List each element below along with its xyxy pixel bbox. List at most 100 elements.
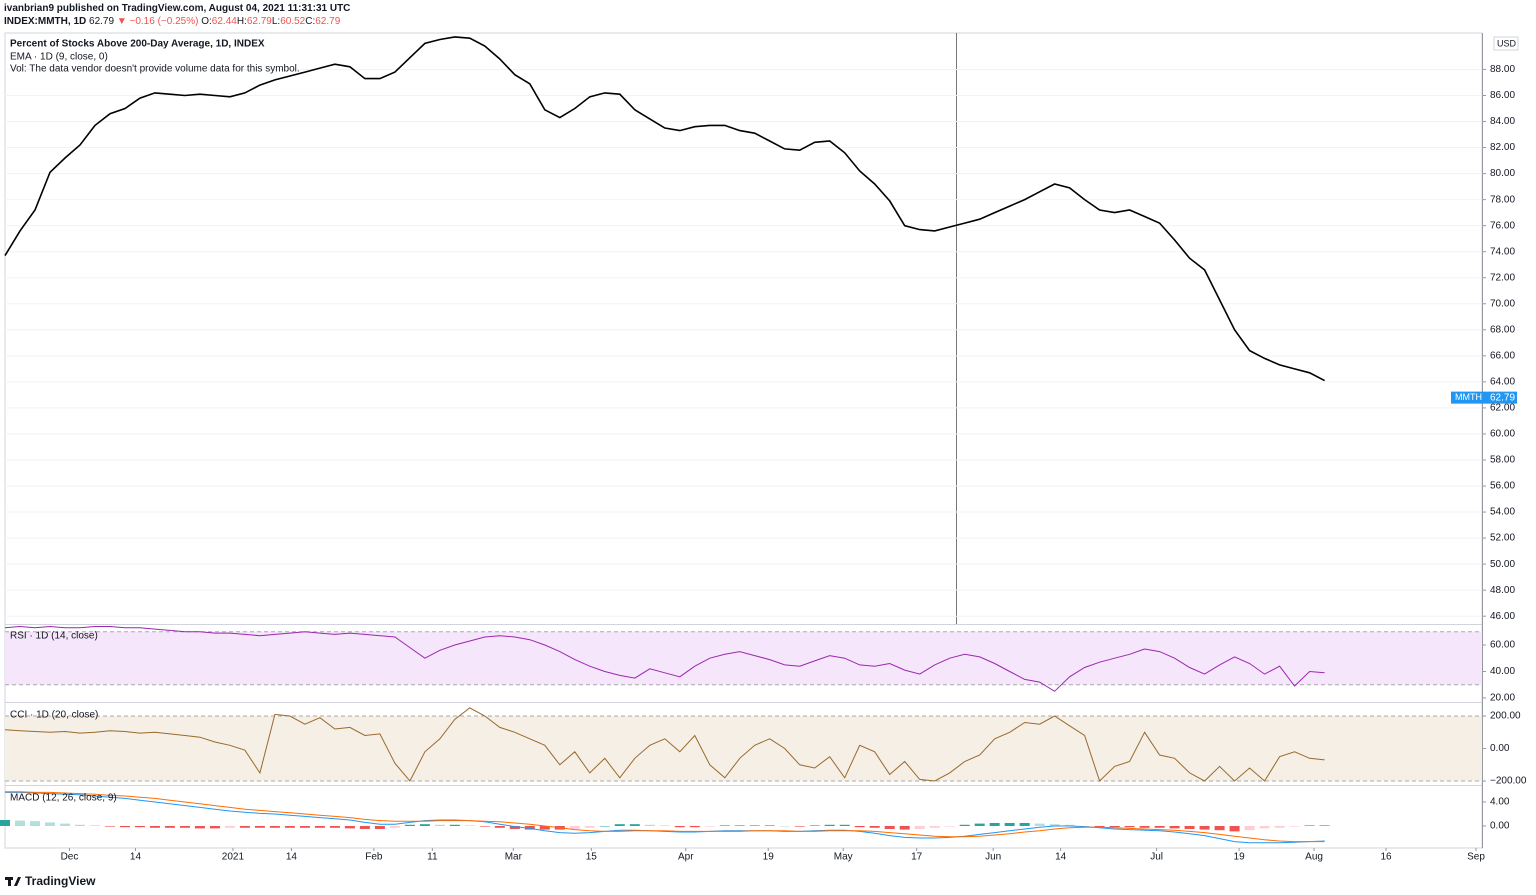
- x-tick-label: May: [834, 852, 853, 863]
- y-tick-label: 0.00: [1490, 821, 1510, 832]
- histogram-bar: [674, 825, 685, 828]
- histogram-bar: [1169, 825, 1180, 829]
- band: [5, 631, 1482, 685]
- histogram-bar: [539, 825, 550, 830]
- histogram-bar: [149, 825, 160, 828]
- y-tick-label: 66.00: [1490, 350, 1515, 361]
- histogram-bar: [1034, 823, 1045, 826]
- logo: [5, 877, 21, 886]
- histogram-bar: [764, 825, 775, 826]
- histogram-bar: [614, 824, 625, 826]
- histogram-bar: [1289, 825, 1300, 827]
- histogram-bar: [989, 822, 1000, 826]
- histogram-bar: [464, 825, 475, 826]
- histogram-bar: [179, 825, 190, 828]
- publish-line: ivanbrian9 published on TradingView.com,…: [4, 2, 350, 15]
- y-tick-label: 88.00: [1490, 64, 1515, 75]
- histogram-bar: [929, 825, 940, 828]
- histogram-bar: [1139, 825, 1150, 828]
- ohlc-value: 62.79: [315, 16, 341, 27]
- x-tick-label: 14: [286, 852, 298, 863]
- y-tick-label: 68.00: [1490, 324, 1515, 335]
- histogram-bar: [809, 825, 820, 826]
- histogram-bar: [719, 825, 730, 826]
- y-tick-label: 76.00: [1490, 220, 1515, 231]
- histogram-bar: [854, 825, 865, 828]
- y-tick-label: 82.00: [1490, 142, 1515, 153]
- histogram-bar: [734, 825, 745, 826]
- published: ivanbrian9 published on TradingView.com,…: [4, 3, 351, 14]
- x-tick-label: 17: [911, 852, 923, 863]
- x-tick-label: 15: [586, 852, 598, 863]
- histogram-bar: [419, 824, 430, 826]
- x-tick-label: Apr: [678, 852, 694, 863]
- y-tick-label: 40.00: [1490, 666, 1515, 677]
- histogram-bar: [839, 824, 850, 826]
- histogram-bar: [644, 824, 655, 826]
- histogram-bar: [509, 825, 520, 829]
- histogram-bar: [1004, 822, 1015, 826]
- pane-title: CCI · 1D (20, close): [10, 710, 98, 721]
- histogram-bar: [374, 825, 385, 829]
- y-tick-label: 86.00: [1490, 90, 1515, 101]
- histogram-bar: [1019, 822, 1030, 826]
- histogram-bar: [239, 825, 250, 828]
- x-tick-label: 14: [1055, 852, 1067, 863]
- ohlc-value: 60.52: [280, 16, 306, 27]
- histogram-bar: [29, 821, 40, 826]
- x-tick-label: Dec: [61, 852, 79, 863]
- histogram-bar: [44, 822, 55, 826]
- histogram-bar: [1244, 825, 1255, 831]
- histogram-bar: [1319, 825, 1330, 826]
- histogram-bar: [1124, 825, 1135, 828]
- histogram-bar: [494, 825, 505, 828]
- x-tick-label: Mar: [505, 852, 523, 863]
- histogram-bar: [1064, 824, 1075, 826]
- pane-title: Percent of Stocks Above 200-Day Average,…: [10, 39, 265, 50]
- x-tick-label: 11: [427, 852, 438, 863]
- histogram-bar: [584, 825, 595, 828]
- histogram-bar: [389, 825, 400, 828]
- histogram-bar: [0, 819, 10, 826]
- change: ▼ −0.16 (−0.25%): [116, 16, 199, 27]
- histogram-bar: [779, 825, 790, 827]
- histogram-bar: [569, 825, 580, 829]
- histogram-bar: [1199, 825, 1210, 830]
- ohlc-label: O:: [201, 16, 212, 27]
- last-value: 62.79: [1490, 392, 1515, 403]
- histogram-bar: [119, 825, 130, 828]
- y-tick-label: 200.00: [1490, 711, 1521, 722]
- histogram-bar: [959, 824, 970, 826]
- x-tick-label: Jun: [985, 852, 1001, 863]
- x-tick-label: 19: [763, 852, 775, 863]
- histogram-bar: [329, 825, 340, 828]
- histogram-bar: [209, 825, 220, 829]
- y-tick-label: 20.00: [1490, 693, 1515, 704]
- currency: USD: [1497, 38, 1517, 48]
- ohlc: O:62.44H:62.79L:60.52C:62.79: [201, 16, 340, 27]
- currency-box: [1493, 36, 1519, 51]
- y-tick-label: −200.00: [1490, 776, 1527, 787]
- x-tick-label: 14: [130, 852, 142, 863]
- y-tick-label: 64.00: [1490, 377, 1515, 388]
- histogram-bar: [704, 825, 715, 827]
- histogram-bar: [479, 825, 490, 827]
- y-tick-label: 50.00: [1490, 559, 1515, 570]
- histogram-bar: [1154, 825, 1165, 828]
- ohlc-value: 62.79: [246, 16, 272, 27]
- histogram-bar: [629, 824, 640, 826]
- histogram-bar: [1274, 825, 1285, 828]
- histogram-bar: [689, 825, 700, 828]
- histogram-bar: [974, 823, 985, 826]
- histogram-bar: [284, 825, 295, 828]
- y-tick-label: 48.00: [1490, 585, 1515, 596]
- histogram-bar: [749, 825, 760, 826]
- histogram-bar: [794, 825, 805, 827]
- histogram-bar: [1049, 824, 1060, 826]
- brand: TradingView: [25, 874, 96, 888]
- x-tick-label: Feb: [365, 852, 383, 863]
- y-tick-label: 62.00: [1490, 403, 1515, 414]
- y-tick-label: 70.00: [1490, 298, 1515, 309]
- histogram-bar: [1214, 825, 1225, 831]
- series-line: [4, 36, 1325, 382]
